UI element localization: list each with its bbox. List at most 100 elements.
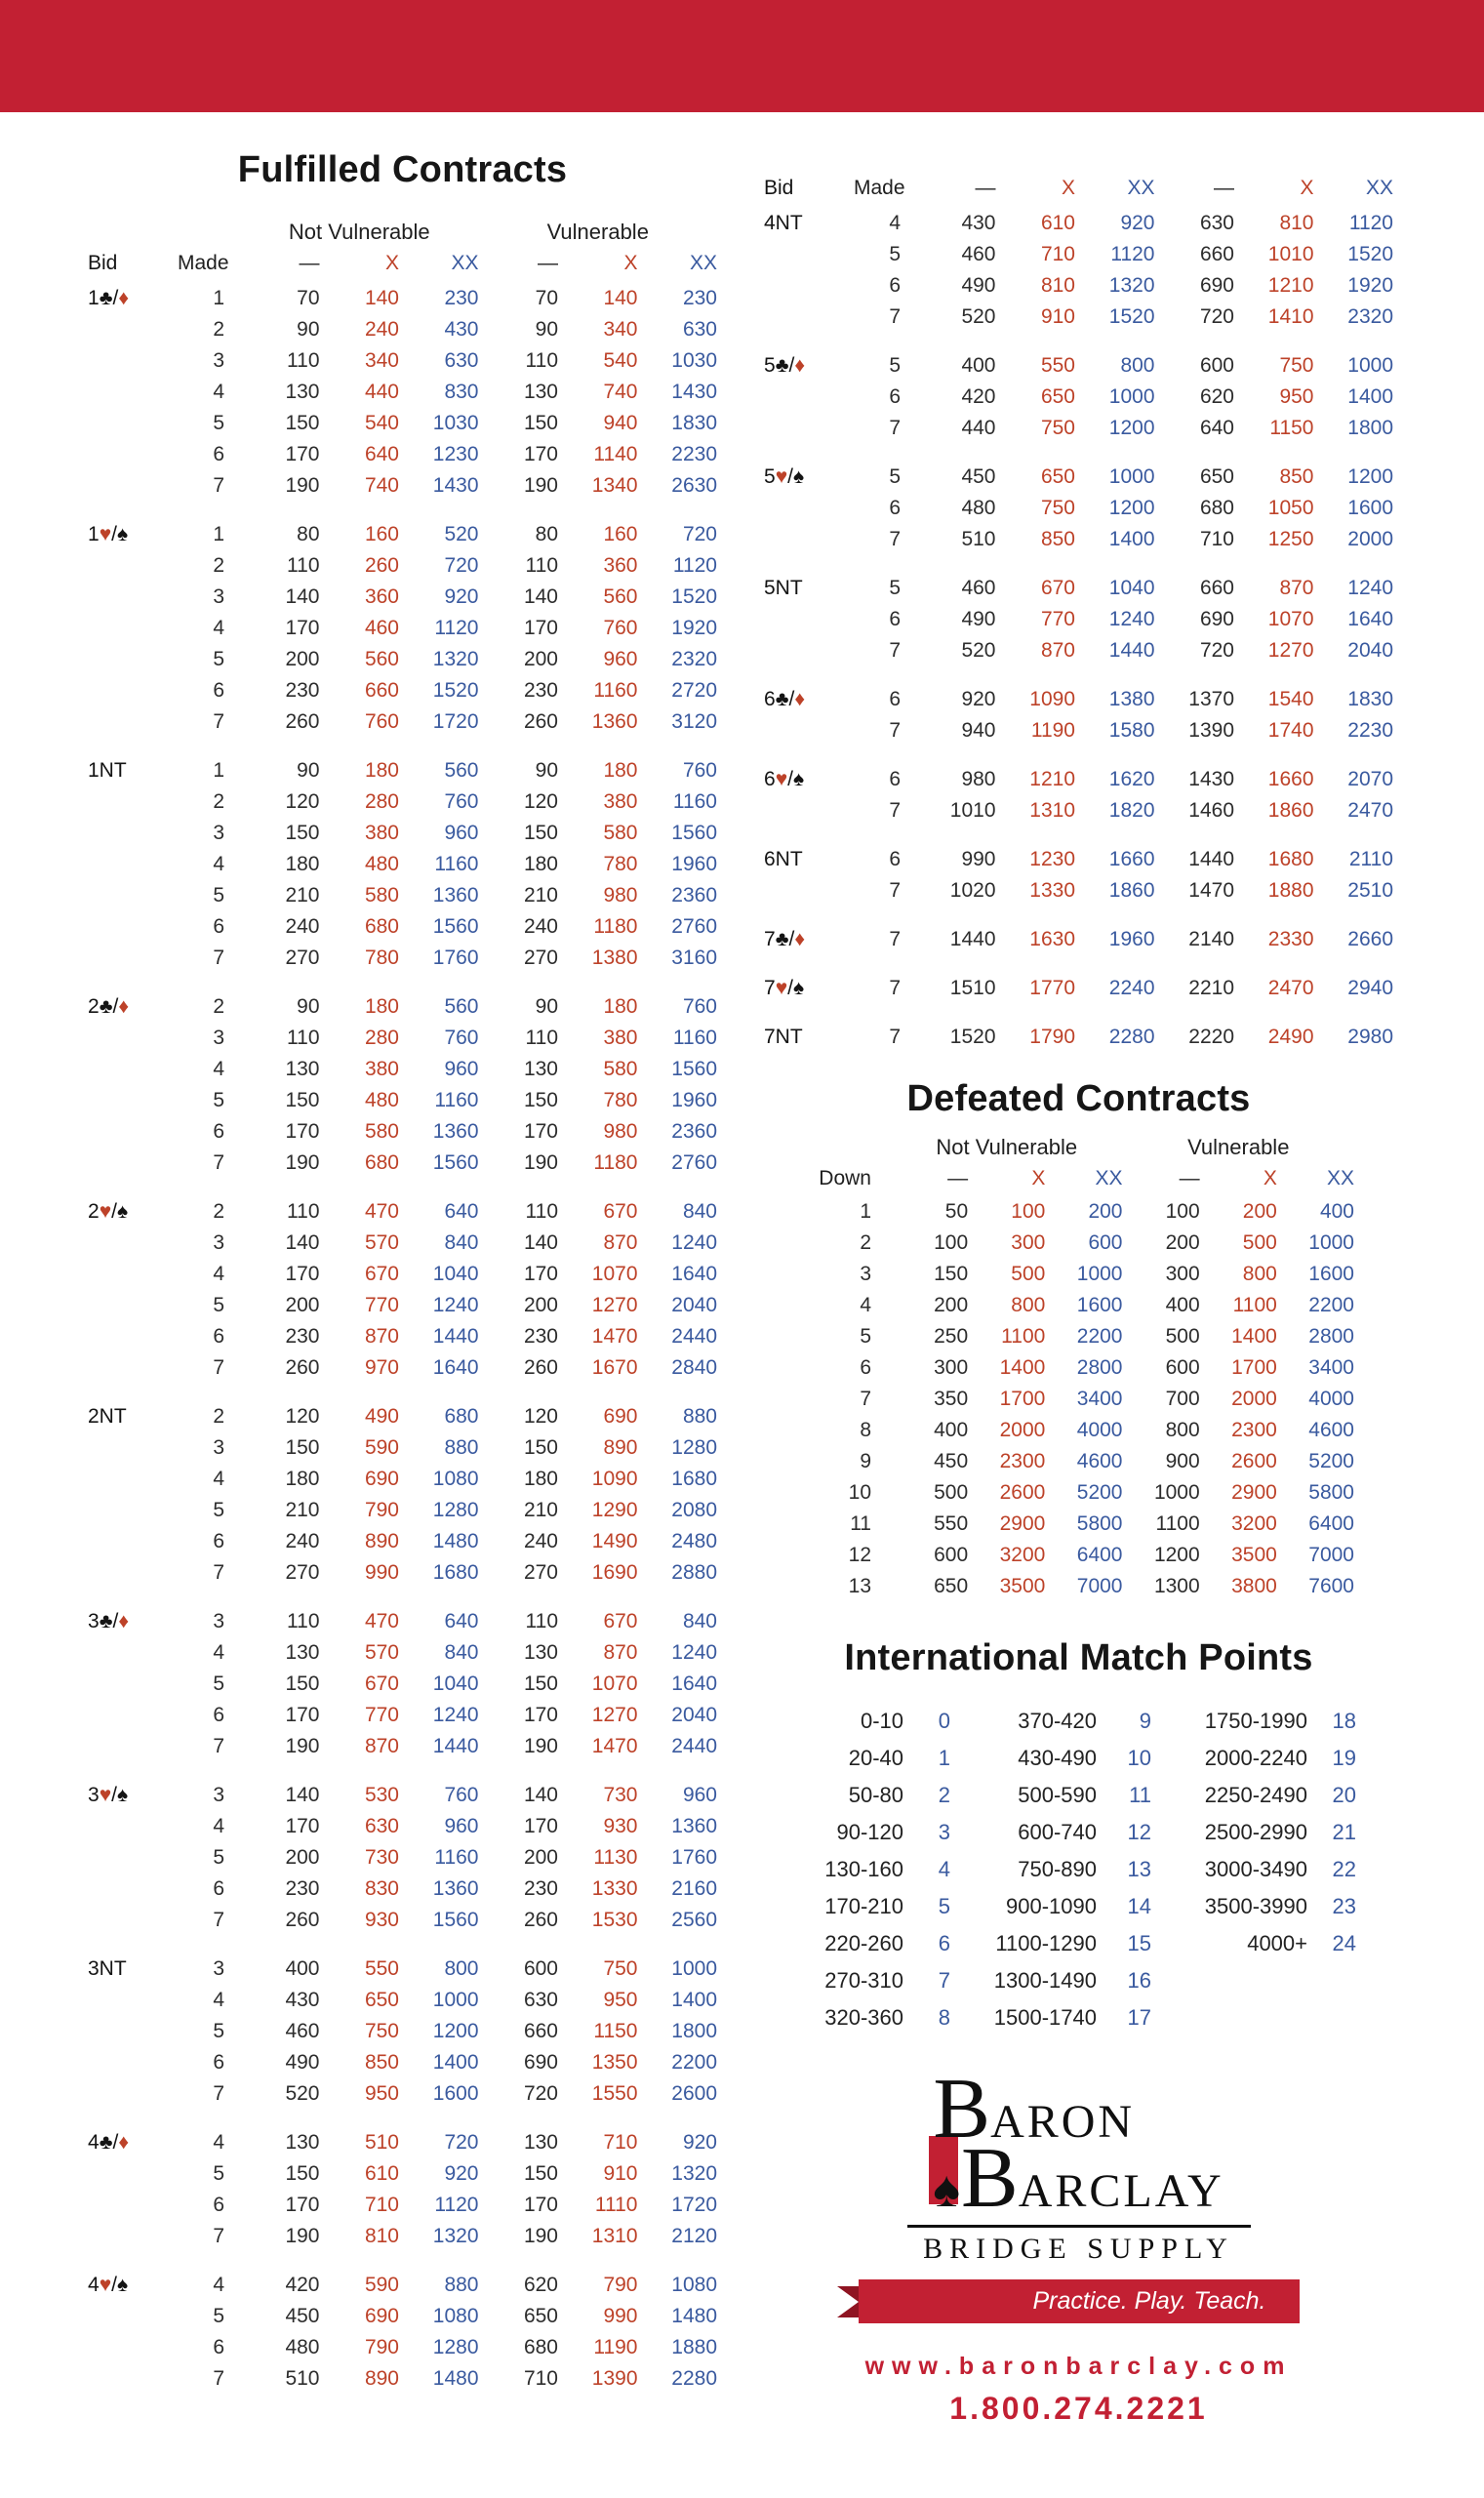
imp-point-range: 2250-2490 bbox=[1204, 1783, 1307, 1807]
nv-doubled-score: 530 bbox=[364, 1784, 399, 1806]
bid-label: 3NT bbox=[88, 1957, 127, 1980]
v-undoubled-score: 110 bbox=[525, 554, 558, 577]
v-undoubled-score: 80 bbox=[535, 523, 558, 545]
v-undoubled-score: 130 bbox=[523, 2131, 558, 2154]
nv-redoubled-score: 960 bbox=[444, 1058, 479, 1080]
nv-undoubled-penalty: 500 bbox=[934, 1481, 969, 1504]
bid-label: 7♣/♦ bbox=[764, 928, 806, 950]
black-suit-icon: ♠ bbox=[117, 2274, 129, 2296]
bid-label bbox=[764, 493, 854, 524]
nv-undoubled-score: 480 bbox=[961, 497, 996, 519]
red-suit-icon: ♦ bbox=[118, 1610, 130, 1632]
made-value: 4 bbox=[889, 212, 901, 234]
v-redoubled-score: 1160 bbox=[672, 790, 717, 813]
v-undoubled-score: 190 bbox=[523, 1735, 558, 1757]
nv-undoubled-score: 170 bbox=[285, 617, 320, 639]
score-row: 7 260 970 1640 260 1670 2840 bbox=[88, 1352, 717, 1384]
bid-group: 2♣/♦ 2 90 180 560 90 180 760 3 110 280 760 110 380 116… bbox=[88, 991, 717, 1179]
nv-doubled-penalty: 1400 bbox=[999, 1356, 1046, 1379]
bid-label: 3♥/♠ bbox=[88, 1784, 129, 1806]
v-doubled-score: 1470 bbox=[591, 1325, 638, 1348]
v-undoubled-penalty: 900 bbox=[1165, 1450, 1200, 1472]
v-undoubled-score: 200 bbox=[523, 648, 558, 670]
bid-label: 7NT bbox=[764, 1026, 803, 1048]
v-doubled-score: 990 bbox=[603, 2305, 638, 2327]
v-redoubled-score: 2280 bbox=[671, 2367, 717, 2390]
nv-doubled-penalty: 2600 bbox=[999, 1481, 1046, 1504]
v-redoubled-score: 1240 bbox=[671, 1231, 717, 1254]
nv-undoubled-score: 1010 bbox=[949, 799, 996, 822]
v-redoubled-score: 3120 bbox=[671, 710, 717, 733]
made-value: 7 bbox=[889, 305, 901, 328]
v-redoubled-penalty: 5200 bbox=[1308, 1450, 1354, 1472]
nv-redoubled-score: 1280 bbox=[432, 2336, 479, 2358]
black-suit-icon: ♣ bbox=[99, 1610, 113, 1632]
imp-row: 20-40 1 430-490 10 2000-2240 19 bbox=[801, 1740, 1356, 1777]
score-row: 7 190 870 1440 190 1470 2440 bbox=[88, 1731, 717, 1762]
v-redoubled-score: 1520 bbox=[1347, 243, 1393, 265]
v-doubled-score: 1350 bbox=[591, 2051, 638, 2074]
v-doubled-score: 140 bbox=[603, 287, 638, 309]
bid-label bbox=[88, 613, 178, 644]
nv-doubled-score: 380 bbox=[364, 822, 399, 844]
score-row: 2 110 260 720 110 360 1120 bbox=[88, 550, 717, 582]
imp-point-range: 750-890 bbox=[1018, 1857, 1097, 1881]
v-redoubled-score: 2840 bbox=[671, 1356, 717, 1379]
nv-undoubled-score: 110 bbox=[287, 349, 320, 372]
score-row: 6 230 870 1440 230 1470 2440 bbox=[88, 1321, 717, 1352]
v-doubled-score: 2490 bbox=[1267, 1026, 1314, 1048]
top-red-banner bbox=[0, 0, 1484, 112]
v-undoubled-score: 640 bbox=[1199, 417, 1234, 439]
nv-redoubled-score: 1820 bbox=[1108, 799, 1155, 822]
made-column-header: Made bbox=[854, 177, 905, 199]
v-doubled-score: 810 bbox=[1279, 212, 1314, 234]
nv-redoubled-score: 1320 bbox=[432, 2225, 479, 2247]
score-row: 1NT 1 90 180 560 90 180 760 bbox=[88, 755, 717, 786]
logo-line-baron: BARON bbox=[933, 2067, 1223, 2153]
bid-label bbox=[88, 2301, 178, 2332]
made-value: 4 bbox=[213, 617, 224, 639]
nv-doubled-penalty: 2300 bbox=[999, 1450, 1046, 1472]
v-doubled-score: 1530 bbox=[591, 1909, 638, 1931]
fulfilled-vulnerability-header: Not Vulnerable Vulnerable bbox=[88, 217, 717, 248]
nv-redoubled-penalty: 600 bbox=[1088, 1231, 1123, 1254]
nv-doubled-score: 690 bbox=[364, 1468, 399, 1490]
made-value: 4 bbox=[213, 2274, 224, 2296]
v-redoubled-score: 2440 bbox=[671, 1325, 717, 1348]
down-value: 2 bbox=[860, 1231, 871, 1254]
undoubled-column-header: — bbox=[947, 1167, 969, 1189]
nv-redoubled-score: 2280 bbox=[1108, 1026, 1155, 1048]
v-redoubled-score: 2230 bbox=[1347, 719, 1393, 742]
score-row: 3♥/♠ 3 140 530 760 140 730 960 bbox=[88, 1780, 717, 1811]
made-value: 5 bbox=[213, 1672, 224, 1695]
v-doubled-penalty: 2000 bbox=[1231, 1388, 1277, 1410]
nv-redoubled-score: 920 bbox=[444, 585, 479, 608]
made-value: 4 bbox=[213, 1641, 224, 1664]
bid-label: 2NT bbox=[88, 1405, 127, 1428]
nv-redoubled-score: 760 bbox=[444, 1784, 479, 1806]
v-doubled-score: 560 bbox=[603, 585, 638, 608]
bid-group: 1♥/♠ 1 80 160 520 80 160 720 2 110 260 720 110 360 112… bbox=[88, 519, 717, 738]
nv-undoubled-score: 190 bbox=[285, 1151, 320, 1174]
v-undoubled-penalty: 1000 bbox=[1153, 1481, 1200, 1504]
imp-point-range: 370-420 bbox=[1018, 1709, 1097, 1733]
nv-redoubled-penalty: 4600 bbox=[1076, 1450, 1123, 1472]
nv-doubled-score: 950 bbox=[364, 2082, 399, 2105]
nv-doubled-score: 440 bbox=[364, 381, 399, 403]
bid-label: 1NT bbox=[88, 759, 127, 782]
imp-value: 6 bbox=[938, 1931, 950, 1955]
v-doubled-score: 1180 bbox=[593, 915, 638, 938]
nv-doubled-score: 780 bbox=[364, 947, 399, 969]
nv-redoubled-score: 230 bbox=[444, 287, 479, 309]
made-value: 4 bbox=[213, 1815, 224, 1837]
v-undoubled-penalty: 1300 bbox=[1153, 1575, 1200, 1597]
v-redoubled-score: 2560 bbox=[671, 1909, 717, 1931]
tagline-ribbon: Practice. Play. Teach. bbox=[836, 2279, 1300, 2323]
bid-label: 7♥/♠ bbox=[764, 977, 805, 999]
black-suit-icon: ♠ bbox=[793, 768, 805, 790]
score-row: 7 270 990 1680 270 1690 2880 bbox=[88, 1557, 717, 1589]
nv-undoubled-score: 430 bbox=[961, 212, 996, 234]
made-value: 7 bbox=[213, 1909, 224, 1931]
bid-label bbox=[88, 2190, 178, 2221]
bid-group: 1♣/♦ 1 70 140 230 70 140 230 2 90 240 430 90 340 630 3 1… bbox=[88, 283, 717, 502]
